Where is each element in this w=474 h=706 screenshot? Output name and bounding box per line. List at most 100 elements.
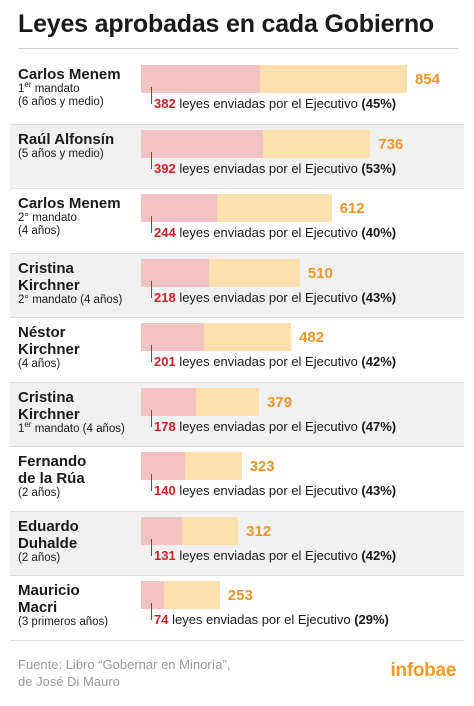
ordinal-suffix: er — [24, 80, 32, 90]
politician-name-line: Duhalde — [18, 534, 78, 552]
page-title: Leyes aprobadas en cada Gobierno — [18, 10, 434, 38]
term-period: 2° mandato (4 años) — [18, 294, 148, 307]
politician-name: Néstor Kirchner — [18, 324, 146, 358]
executive-percent: (29%) — [354, 612, 389, 627]
bar-executive-laws — [141, 65, 260, 93]
executive-value-label: 218 leyes enviadas por el Ejecutivo (43%… — [154, 290, 396, 305]
executive-count: 244 — [154, 225, 176, 240]
politician-name-line: Carlos Menem — [18, 195, 121, 212]
term-period-line: 1er mandato (4 años) — [18, 419, 148, 436]
term-text: 1 — [18, 83, 25, 95]
term-text: 1 — [18, 422, 25, 435]
executive-text: leyes enviadas por el Ejecutivo — [175, 96, 362, 111]
politician-name-line: Kirchner — [18, 276, 80, 294]
executive-text: leyes enviadas por el Ejecutivo — [175, 225, 362, 240]
row-divider — [10, 317, 464, 318]
chart-row: Fernando de la Rúa (2 años) 323 140 leyes en… — [10, 447, 464, 512]
ordinal-suffix: er — [24, 419, 32, 429]
title-divider — [18, 48, 458, 49]
executive-value-label: 392 leyes enviadas por el Ejecutivo (53%… — [154, 161, 396, 176]
brand-logo: infobae — [390, 660, 457, 681]
term-text: (5 años y medio) — [18, 147, 104, 160]
term-text: (2 años) — [18, 487, 61, 499]
term-period-line: (3 primeros años) — [18, 616, 148, 629]
chart-row: Mauricio Macri (3 primeros años) 253 74 leye… — [10, 576, 464, 641]
total-value-label: 323 — [249, 458, 275, 475]
chart-row: Raúl Alfonsín (5 años y medio) 736 392 leye… — [10, 124, 464, 189]
chart-row: Carlos Menem 2° mandato (4 años) 612 244 ley… — [10, 189, 464, 254]
total-value-label: 854 — [415, 71, 441, 88]
executive-text: leyes enviadas por el Ejecutivo — [175, 418, 362, 434]
row-divider — [10, 575, 464, 576]
politician-name: Carlos Menem — [18, 66, 146, 83]
leader-line — [151, 216, 152, 233]
executive-value-label: 178 leyes enviadas por el Ejecutivo (47%… — [154, 419, 396, 434]
term-text: 2° mandato — [18, 212, 77, 224]
executive-value-label: 201 leyes enviadas por el Ejecutivo (42%… — [154, 354, 396, 369]
term-text: 2° mandato (4 años) — [18, 293, 123, 306]
politician-name: Cristina Kirchner — [18, 260, 146, 294]
term-text: (3 primeros años) — [18, 616, 109, 628]
term-period: (2 años) — [18, 487, 148, 500]
executive-percent: (43%) — [361, 483, 397, 498]
executive-value-label: 74 leyes enviadas por el Ejecutivo (29%) — [154, 612, 389, 627]
politician-name-line: Macri — [18, 599, 58, 616]
leader-line — [151, 87, 152, 104]
executive-percent: (53%) — [361, 160, 397, 176]
executive-percent: (42%) — [361, 354, 397, 369]
executive-percent: (43%) — [361, 289, 397, 305]
politician-name-line: Néstor — [18, 324, 66, 341]
total-value-label: 253 — [227, 587, 253, 604]
term-text: mandato (4 años) — [31, 422, 125, 435]
politician-name-line: Cristina — [18, 388, 74, 406]
source-note: Fuente: Libro “Gobernar en Minoría”, de … — [18, 656, 230, 690]
term-text: (4 años) — [18, 225, 61, 237]
leader-line — [151, 151, 152, 169]
term-text: (2 años) — [18, 551, 61, 564]
term-period-line: (2 años) — [18, 552, 148, 565]
row-divider — [10, 446, 464, 447]
politician-name-line: Cristina — [18, 259, 74, 277]
term-period: (5 años y medio) — [18, 148, 148, 161]
chart-rows: Carlos Menem 1er mandato (6 años y medio) 8… — [10, 60, 464, 641]
bar-executive-laws — [141, 516, 182, 545]
term-period-line: 2° mandato — [18, 212, 148, 225]
term-period-line: (5 años y medio) — [18, 148, 148, 161]
total-value-label: 379 — [267, 393, 293, 411]
leader-line — [151, 280, 152, 298]
politician-name: Carlos Menem — [18, 195, 146, 212]
executive-count: 382 — [154, 96, 176, 111]
bar-executive-laws — [141, 258, 209, 287]
chart-row: Néstor Kirchner (4 años) 482 201 leyes envia… — [10, 318, 464, 383]
term-period-line: (2 años) — [18, 487, 148, 500]
politician-name: Fernando de la Rúa — [18, 453, 146, 487]
term-period-line: (4 años) — [18, 358, 148, 371]
term-period-line: 2° mandato (4 años) — [18, 294, 148, 307]
executive-percent: (42%) — [361, 547, 397, 563]
executive-value-label: 140 leyes enviadas por el Ejecutivo (43%… — [154, 483, 396, 498]
row-divider — [10, 123, 464, 125]
term-period-line: (4 años) — [18, 225, 148, 238]
bar-executive-laws — [141, 387, 197, 416]
executive-text: leyes enviadas por el Ejecutivo — [175, 354, 362, 369]
term-period-line: (6 años y medio) — [18, 96, 148, 109]
term-text: (4 años) — [18, 358, 61, 370]
executive-value-label: 131 leyes enviadas por el Ejecutivo (42%… — [154, 548, 396, 563]
politician-name: Eduardo Duhalde — [18, 518, 146, 552]
executive-text: leyes enviadas por el Ejecutivo — [175, 547, 362, 563]
executive-text: leyes enviadas por el Ejecutivo — [175, 483, 362, 498]
executive-count: 74 — [154, 612, 169, 627]
total-value-label: 482 — [299, 329, 325, 346]
politician-name-line: de la Rúa — [18, 470, 85, 487]
bar-executive-laws — [141, 452, 185, 480]
source-line-1: Fuente: Libro “Gobernar en Minoría”, — [18, 657, 231, 672]
total-value-label: 612 — [339, 200, 365, 217]
term-period: 1er mandato (4 años) — [18, 419, 148, 436]
politician-name-line: Fernando — [18, 453, 87, 470]
bar-executive-laws — [141, 194, 217, 222]
row-divider — [10, 188, 464, 189]
term-text: (6 años y medio) — [18, 96, 104, 108]
executive-text: leyes enviadas por el Ejecutivo — [175, 289, 362, 305]
row-divider — [10, 252, 464, 254]
politician-name-line: Raúl Alfonsín — [18, 130, 115, 148]
